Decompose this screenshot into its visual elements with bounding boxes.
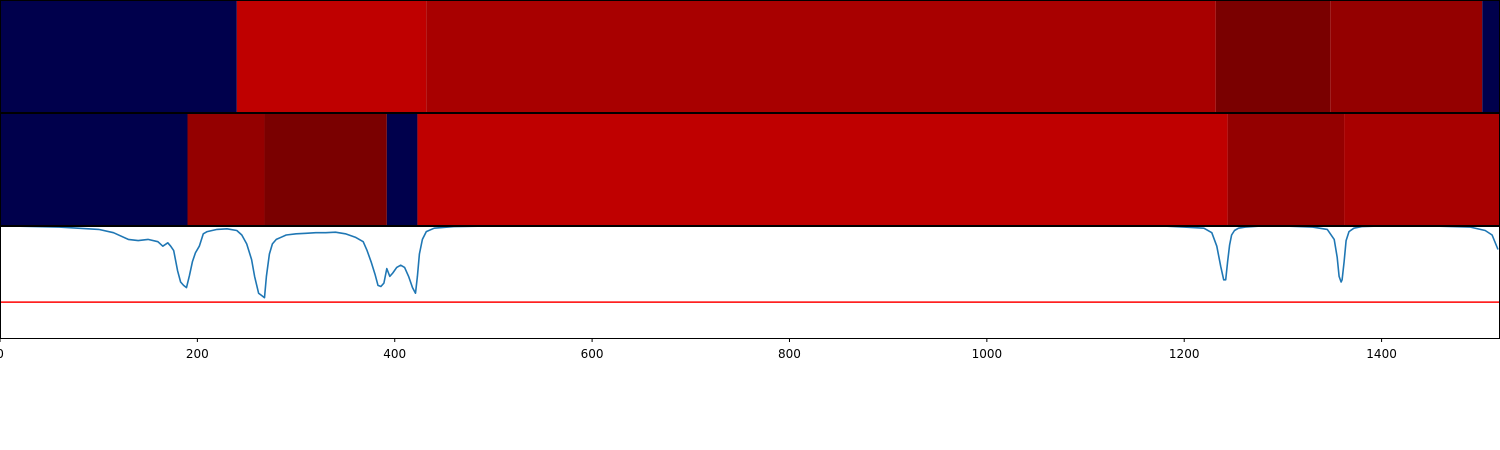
x-tick-label-1000: 1000 bbox=[972, 347, 1003, 361]
heatmap-row-2 bbox=[0, 113, 1500, 225]
line-panel bbox=[0, 225, 1500, 338]
heatmap-cell-r2-6 bbox=[1227, 113, 1345, 225]
x-tick-label-0: 0 bbox=[0, 347, 4, 361]
x-tick-label-800: 800 bbox=[778, 347, 801, 361]
heatmap-cell-r1-4 bbox=[1215, 0, 1331, 112]
heatmap-row-1 bbox=[0, 0, 1500, 112]
heatmap-cell-r1-2 bbox=[236, 0, 427, 112]
x-tick-label-1400: 1400 bbox=[1366, 347, 1397, 361]
x-tick-label-600: 600 bbox=[581, 347, 604, 361]
x-tick-label-400: 400 bbox=[383, 347, 406, 361]
heatmap-cell-r2-7 bbox=[1344, 113, 1500, 225]
heatmap-cell-r2-1 bbox=[0, 113, 188, 225]
x-tick-label-1200: 1200 bbox=[1169, 347, 1200, 361]
heatmap-cell-r2-4 bbox=[386, 113, 418, 225]
heatmap-cell-r1-1 bbox=[0, 0, 237, 112]
heatmap-cell-r2-2 bbox=[187, 113, 265, 225]
heatmap-cell-r1-6 bbox=[1482, 0, 1500, 112]
x-axis: 0 200 400 600 800 1000 1200 1400 bbox=[0, 338, 1397, 361]
x-tick-label-200: 200 bbox=[186, 347, 209, 361]
heatmap-cell-r1-3 bbox=[426, 0, 1216, 112]
heatmap-cell-r2-3 bbox=[264, 113, 387, 225]
line-panel-background bbox=[0, 226, 1500, 338]
heatmap-cell-r1-5 bbox=[1330, 0, 1483, 112]
heatmap-cell-r2-5 bbox=[417, 113, 1228, 225]
